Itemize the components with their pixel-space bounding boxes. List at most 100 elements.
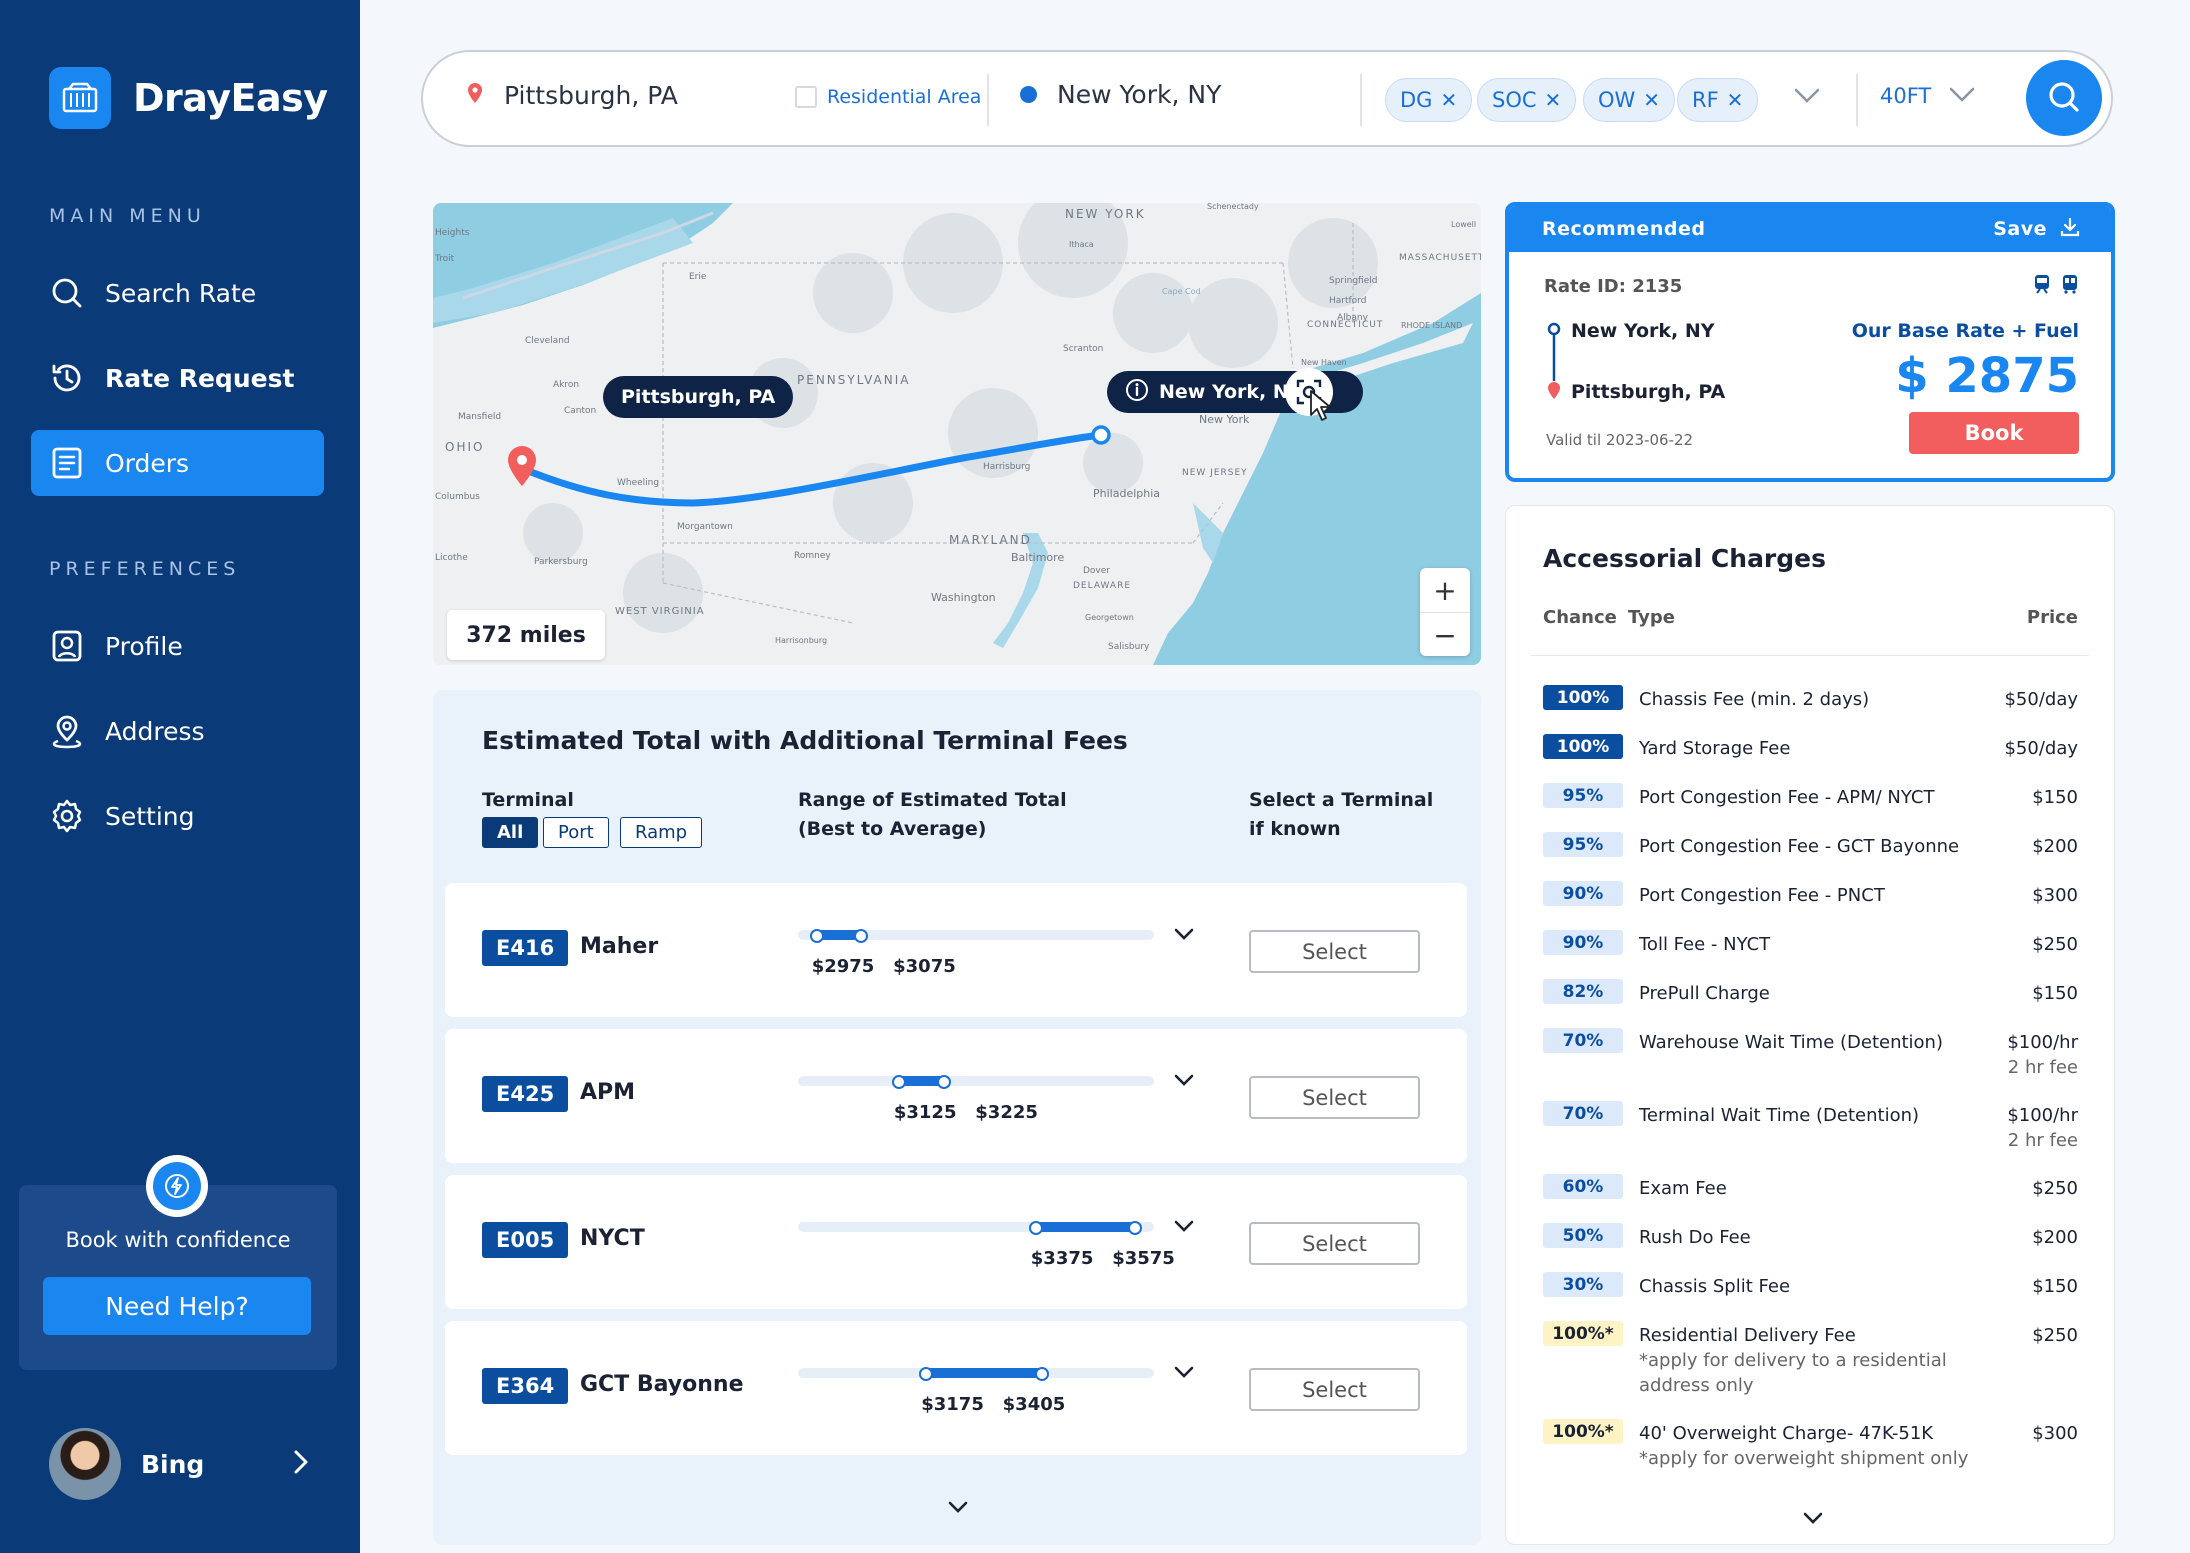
close-icon[interactable]: ✕ [1726, 88, 1744, 112]
sidebar-item-label: Address [105, 716, 205, 746]
accessorial-title: Accessorial Charges [1543, 544, 1826, 573]
preferences-label: PREFERENCES [49, 558, 241, 580]
svg-text:OHIO: OHIO [445, 440, 484, 454]
chance-badge: 70% [1543, 1101, 1623, 1126]
sidebar-item-search-rate[interactable]: Search Rate [31, 260, 324, 326]
close-icon[interactable]: ✕ [1440, 88, 1458, 112]
sidebar-item-address[interactable]: Address [31, 698, 324, 764]
charge-price-value: $150 [2032, 983, 2078, 1004]
orders-icon [49, 445, 85, 481]
brand[interactable]: DrayEasy [49, 67, 328, 129]
chevron-down-icon[interactable] [1173, 1069, 1195, 1091]
select-terminal-button[interactable]: Select [1249, 930, 1420, 973]
chance-badge: 100%* [1543, 1419, 1623, 1444]
svg-text:DELAWARE: DELAWARE [1073, 581, 1131, 591]
select-terminal-button[interactable]: Select [1249, 1222, 1420, 1265]
charge-price: $50/day [2004, 736, 2078, 761]
svg-text:Harrisburg: Harrisburg [983, 462, 1030, 472]
tag-label: DG [1400, 88, 1433, 112]
container-size-select[interactable]: 40FT [1880, 84, 1975, 108]
sidebar-item-setting[interactable]: Setting [31, 783, 324, 849]
range-fill [1028, 1221, 1142, 1235]
select-terminal-button[interactable]: Select [1249, 1368, 1420, 1411]
divider [1360, 74, 1362, 126]
user-profile[interactable]: Bing [49, 1428, 309, 1500]
svg-text:Salisbury: Salisbury [1108, 642, 1150, 652]
charge-type: Chassis Fee (min. 2 days) [1639, 687, 1869, 712]
svg-text:Wheeling: Wheeling [617, 478, 659, 488]
tag-label: RF [1692, 88, 1719, 112]
chance-badge: 90% [1543, 881, 1623, 906]
close-icon[interactable]: ✕ [1643, 88, 1661, 112]
show-more-chevron-icon[interactable] [946, 1495, 970, 1519]
show-more-chevron-icon[interactable] [1801, 1506, 1825, 1530]
zoom-out-button[interactable]: − [1433, 618, 1457, 652]
book-button[interactable]: Book [1909, 412, 2079, 454]
sidebar-item-rate-request[interactable]: Rate Request [31, 345, 324, 411]
filter-all[interactable]: All [482, 817, 539, 848]
tag-chip-dg[interactable]: DG ✕ [1385, 78, 1473, 122]
residential-area-checkbox[interactable]: Residential Area [795, 86, 981, 108]
scan-icon[interactable] [1285, 368, 1333, 416]
svg-text:Mansfield: Mansfield [458, 412, 501, 422]
chevron-down-icon[interactable] [1173, 923, 1195, 945]
sidebar-item-orders[interactable]: Orders [31, 430, 324, 496]
terminal-code: E416 [482, 930, 569, 966]
charge-price-value: $300 [2032, 885, 2078, 906]
charge-type: Warehouse Wait Time (Detention) [1639, 1030, 1943, 1055]
destination-field[interactable]: New York, NY [1020, 80, 1221, 109]
charge-type-label: Chassis Split Fee [1639, 1276, 1791, 1297]
avatar [49, 1428, 121, 1500]
filter-port[interactable]: Port [543, 817, 609, 848]
main-menu-label: MAIN MENU [49, 205, 206, 227]
filter-ramp[interactable]: Ramp [620, 817, 703, 848]
gear-icon [49, 798, 85, 834]
tag-chip-soc[interactable]: SOC ✕ [1477, 78, 1577, 122]
svg-text:Heights: Heights [435, 228, 470, 238]
terminal-name: NYCT [580, 1226, 645, 1251]
chevron-down-icon[interactable] [1794, 88, 1820, 108]
charge-type: Residential Delivery Fee *apply for deliv… [1639, 1323, 1969, 1398]
origin-pin [508, 446, 536, 486]
charge-type: Yard Storage Fee [1639, 736, 1790, 761]
search-icon [49, 275, 85, 311]
terminal-row: E416 Maher $2975 $3075 Select [445, 883, 1467, 1017]
origin-map-label[interactable]: Pittsburgh, PA [603, 376, 794, 418]
checkbox[interactable] [795, 86, 817, 108]
tag-chip-rf[interactable]: RF ✕ [1677, 78, 1759, 122]
chevron-down-icon[interactable] [1173, 1215, 1195, 1237]
sidebar-item-profile[interactable]: Profile [31, 613, 324, 679]
terminal-code: E364 [482, 1368, 569, 1404]
search-button[interactable] [2026, 60, 2102, 136]
tag-label: SOC [1492, 88, 1537, 112]
accessorial-panel: Accessorial Charges Chance Type Price 10… [1505, 505, 2115, 1545]
svg-text:Schenectady: Schenectady [1207, 203, 1259, 211]
tag-chip-ow[interactable]: OW ✕ [1583, 78, 1676, 122]
close-icon[interactable]: ✕ [1544, 88, 1562, 112]
svg-text:WEST VIRGINIA: WEST VIRGINIA [615, 606, 705, 617]
need-help-button[interactable]: Need Help? [43, 1277, 311, 1335]
terminal-row: E364 GCT Bayonne $3175 $3405 Select [445, 1321, 1467, 1455]
search-icon [2046, 79, 2082, 118]
charge-type: Rush Do Fee [1639, 1225, 1751, 1250]
charge-type-label: Warehouse Wait Time (Detention) [1639, 1032, 1943, 1053]
svg-text:Erie: Erie [689, 272, 707, 282]
chevron-right-icon[interactable] [293, 1449, 309, 1479]
chevron-down-icon[interactable] [1173, 1361, 1195, 1383]
terminal-name: APM [580, 1080, 636, 1105]
zoom-in-button[interactable]: + [1433, 573, 1457, 607]
chance-badge: 90% [1543, 930, 1623, 955]
sidebar-item-label: Setting [105, 801, 195, 831]
chance-badge: 100% [1543, 685, 1623, 710]
range-fill [891, 1075, 951, 1089]
chance-badge: 100% [1543, 734, 1623, 759]
select-terminal-button[interactable]: Select [1249, 1076, 1420, 1119]
svg-text:NEW YORK: NEW YORK [1065, 207, 1146, 221]
origin-field[interactable]: Pittsburgh, PA [466, 80, 678, 110]
residential-label: Residential Area [827, 86, 982, 108]
save-button[interactable]: Save [1993, 216, 2081, 243]
svg-text:Washington: Washington [931, 591, 996, 604]
svg-text:Cape Cod: Cape Cod [1162, 287, 1201, 296]
range-track [798, 1367, 1154, 1381]
route-map[interactable]: NEW YORK PENNSYLVANIA OHIO MARYLAND Wash… [433, 203, 1481, 665]
